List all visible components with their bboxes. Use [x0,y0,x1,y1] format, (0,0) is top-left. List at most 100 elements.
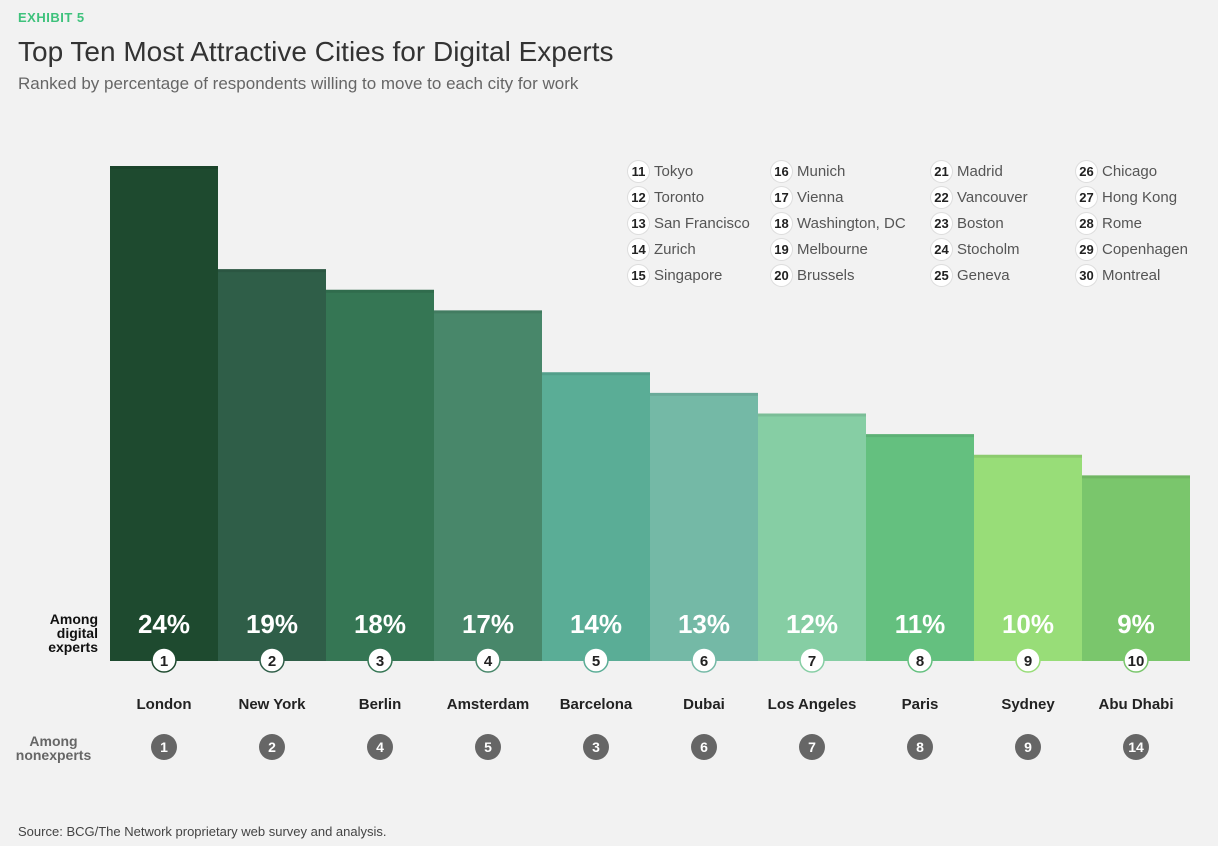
nonexpert-rank-circle [799,734,825,760]
legend-city: Boston [957,214,1004,232]
legend-rank-number: 20 [771,264,792,286]
bar-10 [1082,475,1190,661]
legend-rank-number: 29 [1076,238,1097,260]
nonexpert-rank-number: 14 [1128,739,1144,755]
legend-item: 27 Hong Kong [1076,184,1188,210]
legend-column: 21 Madrid 22 Vancouver 23 Boston 24 Stocholm 25 G… [931,158,1028,288]
nonexpert-rank-circle [151,734,177,760]
nonexpert-rank-number: 3 [592,739,600,755]
legend-city: Geneva [957,266,1010,284]
legend-rank-number: 27 [1076,186,1097,208]
source-text: BCG/The Network proprietary web survey a… [66,824,387,839]
legend-rank-number: 14 [628,238,649,260]
legend-item: 21 Madrid [931,158,1028,184]
legend-city: Copenhagen [1102,240,1188,258]
city-label: Paris [902,696,939,713]
legend-rank-number: 23 [931,212,952,234]
legend-rank-number: 26 [1076,160,1097,182]
nonexpert-rank-number: 2 [268,739,276,755]
legend-city: Madrid [957,162,1003,180]
bar-6 [650,392,758,661]
value-label: 14% [570,609,622,639]
value-label: 24% [138,609,190,639]
bar-top-edge [542,372,650,376]
nonexpert-rank-number: 1 [160,739,168,755]
bar-top-edge [650,392,758,396]
legend-item: 22 Vancouver [931,184,1028,210]
nonexpert-rank-circle [1015,734,1041,760]
expert-rank-number: 10 [1128,653,1145,670]
expert-rank-circle [583,647,609,673]
row-label-digital-experts: Among digital experts [20,612,98,654]
legend-rank-number: 25 [931,264,952,286]
chart-title: Top Ten Most Attractive Cities for Digit… [18,36,614,67]
nonexpert-rank-number: 6 [700,739,708,755]
value-label: 10% [1002,609,1054,639]
nonexpert-rank-circle [475,734,501,760]
expert-rank-number: 3 [376,653,384,670]
expert-rank-circle [1015,647,1041,673]
legend-item: 29 Copenhagen [1076,236,1188,262]
nonexpert-rank-number: 9 [1024,739,1032,755]
legend-rank-number: 15 [628,264,649,286]
legend-item: 11 Tokyo [628,158,750,184]
legend-city: San Francisco [654,214,750,232]
expert-rank-number: 2 [268,653,276,670]
legend-rank-number: 19 [771,238,792,260]
city-label: Dubai [683,696,725,713]
exhibit-label: EXHIBIT 5 [18,10,85,25]
expert-rank-number: 9 [1024,653,1032,670]
expert-rank-circle [799,647,825,673]
row-label-line: experts [48,639,98,655]
nonexpert-rank-circle [259,734,285,760]
legend-item: 16 Munich [771,158,906,184]
city-label: New York [239,696,307,713]
nonexpert-rank-number: 5 [484,739,492,755]
bar-top-edge [974,454,1082,458]
expert-rank-number: 4 [484,653,493,670]
legend-item: 28 Rome [1076,210,1188,236]
city-label: London [137,696,192,713]
legend-column: 11 Tokyo 12 Toronto 13 San Francisco 14 Zurich 1… [628,158,750,288]
nonexpert-rank-circle [583,734,609,760]
legend-city: Toronto [654,188,705,206]
bar-7 [758,413,866,661]
nonexpert-rank-circle [367,734,393,760]
legend-item: 30 Montreal [1076,262,1188,288]
bar-8 [866,434,974,661]
city-label: Abu Dhabi [1099,696,1174,713]
value-label: 11% [895,609,946,639]
legend-item: 12 Toronto [628,184,750,210]
bar-1 [110,166,218,661]
legend-rank-number: 30 [1076,264,1097,286]
city-label: Amsterdam [447,696,530,713]
legend-city: Montreal [1102,266,1161,284]
legend-city: Melbourne [797,240,868,258]
legend-rank-number: 21 [931,160,952,182]
city-label: Barcelona [560,696,633,713]
legend-city: Munich [797,162,846,180]
legend-item: 26 Chicago [1076,158,1188,184]
bar-top-edge [218,269,326,273]
legend-city: Zurich [654,240,696,258]
bar-3 [326,289,434,661]
city-label: Los Angeles [768,696,857,713]
source-label: Source: [18,824,63,839]
row-label-line: Among [29,733,78,749]
bar-2 [218,269,326,661]
expert-rank-circle [475,647,501,673]
legend-rank-number: 11 [628,160,649,182]
expert-rank-number: 6 [700,653,708,670]
chart-subtitle: Ranked by percentage of respondents will… [18,74,579,93]
bar-5 [542,372,650,661]
expert-rank-circle [151,647,177,673]
city-label: Sydney [1001,696,1055,713]
legend-city: Singapore [654,266,723,284]
legend-rank-number: 12 [628,186,649,208]
legend-rank-number: 17 [771,186,792,208]
nonexpert-rank-circle [691,734,717,760]
legend-column: 26 Chicago 27 Hong Kong 28 Rome 29 Copenhagen 30… [1076,158,1188,288]
legend-column: 16 Munich 17 Vienna 18 Washington, DC 19 Melbou… [771,158,906,288]
legend-item: 24 Stocholm [931,236,1028,262]
legend-rank-number: 28 [1076,212,1097,234]
